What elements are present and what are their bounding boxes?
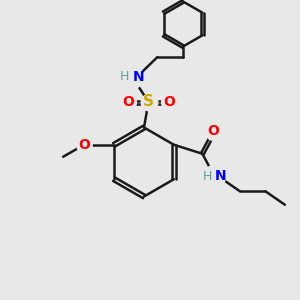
Text: O: O — [163, 95, 175, 109]
Text: S: S — [143, 94, 154, 110]
Text: O: O — [207, 124, 219, 138]
Text: N: N — [133, 70, 144, 83]
Text: O: O — [78, 138, 90, 152]
Text: H: H — [202, 170, 212, 183]
Text: H: H — [120, 70, 130, 83]
Text: N: N — [215, 169, 226, 183]
Text: O: O — [122, 95, 134, 109]
